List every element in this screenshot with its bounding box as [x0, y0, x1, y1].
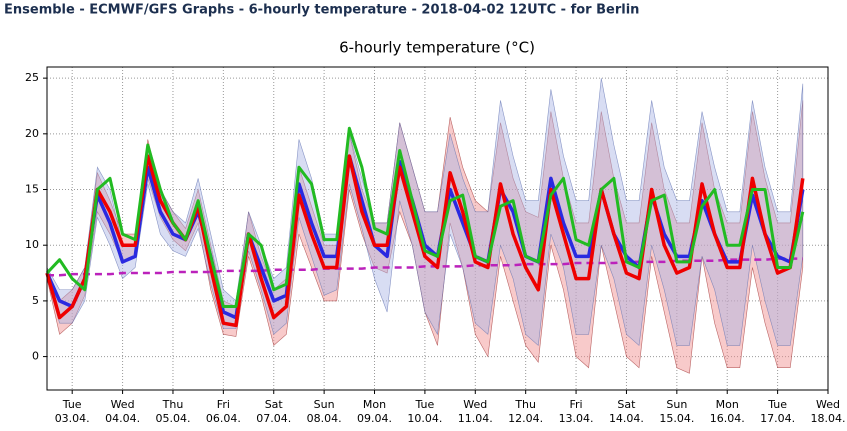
y-tick-label: 20	[25, 127, 39, 140]
y-tick-label: 5	[32, 294, 39, 307]
x-tick-day: Fri	[217, 398, 230, 411]
x-tick-label: 10.04.	[407, 412, 442, 425]
x-tick-label: 12.04.	[508, 412, 543, 425]
x-tick-day: Wed	[111, 398, 135, 411]
x-tick-label: 13.04.	[559, 412, 594, 425]
x-tick-day: Thu	[514, 398, 536, 411]
x-tick-label: 07.04.	[256, 412, 291, 425]
spread-band	[46, 78, 804, 347]
x-tick-label: 14.04.	[609, 412, 644, 425]
y-tick-label: 10	[25, 238, 39, 251]
y-tick-label: 25	[25, 71, 39, 84]
x-tick-day: Mon	[363, 398, 386, 411]
x-tick-label: 11.04.	[458, 412, 493, 425]
chart-title: 6-hourly temperature (°C)	[339, 39, 535, 57]
x-tick-label: 08.04.	[307, 412, 342, 425]
x-tick-label: 04.04.	[105, 412, 140, 425]
x-tick-day: Thu	[162, 398, 184, 411]
x-tick-day: Tue	[767, 398, 787, 411]
x-tick-day: Sat	[617, 398, 636, 411]
x-tick-label: 03.04.	[55, 412, 90, 425]
x-tick-day: Fri	[570, 398, 583, 411]
x-tick-day: Sat	[265, 398, 284, 411]
x-tick-label: 18.04.	[811, 412, 846, 425]
page-header: Ensemble - ECMWF/GFS Graphs - 6-hourly t…	[4, 3, 639, 18]
x-tick-label: 16.04.	[710, 412, 745, 425]
x-tick-day: Tue	[415, 398, 435, 411]
y-tick-label: 15	[25, 183, 39, 196]
x-tick-label: 09.04.	[357, 412, 392, 425]
plot-area	[45, 67, 829, 390]
x-tick-day: Sun	[666, 398, 687, 411]
x-tick-day: Mon	[716, 398, 739, 411]
x-tick-label: 05.04.	[155, 412, 190, 425]
x-tick-day: Sun	[314, 398, 335, 411]
x-tick-day: Tue	[62, 398, 82, 411]
x-tick-label: 15.04.	[659, 412, 694, 425]
y-tick-label: 0	[32, 350, 39, 363]
x-tick-day: Wed	[463, 398, 487, 411]
series-line	[45, 126, 805, 308]
plot-frame	[46, 66, 829, 391]
x-tick-label: 06.04.	[206, 412, 241, 425]
spread-band	[46, 100, 804, 374]
x-tick-day: Wed	[816, 398, 840, 411]
x-tick-label: 17.04.	[760, 412, 795, 425]
